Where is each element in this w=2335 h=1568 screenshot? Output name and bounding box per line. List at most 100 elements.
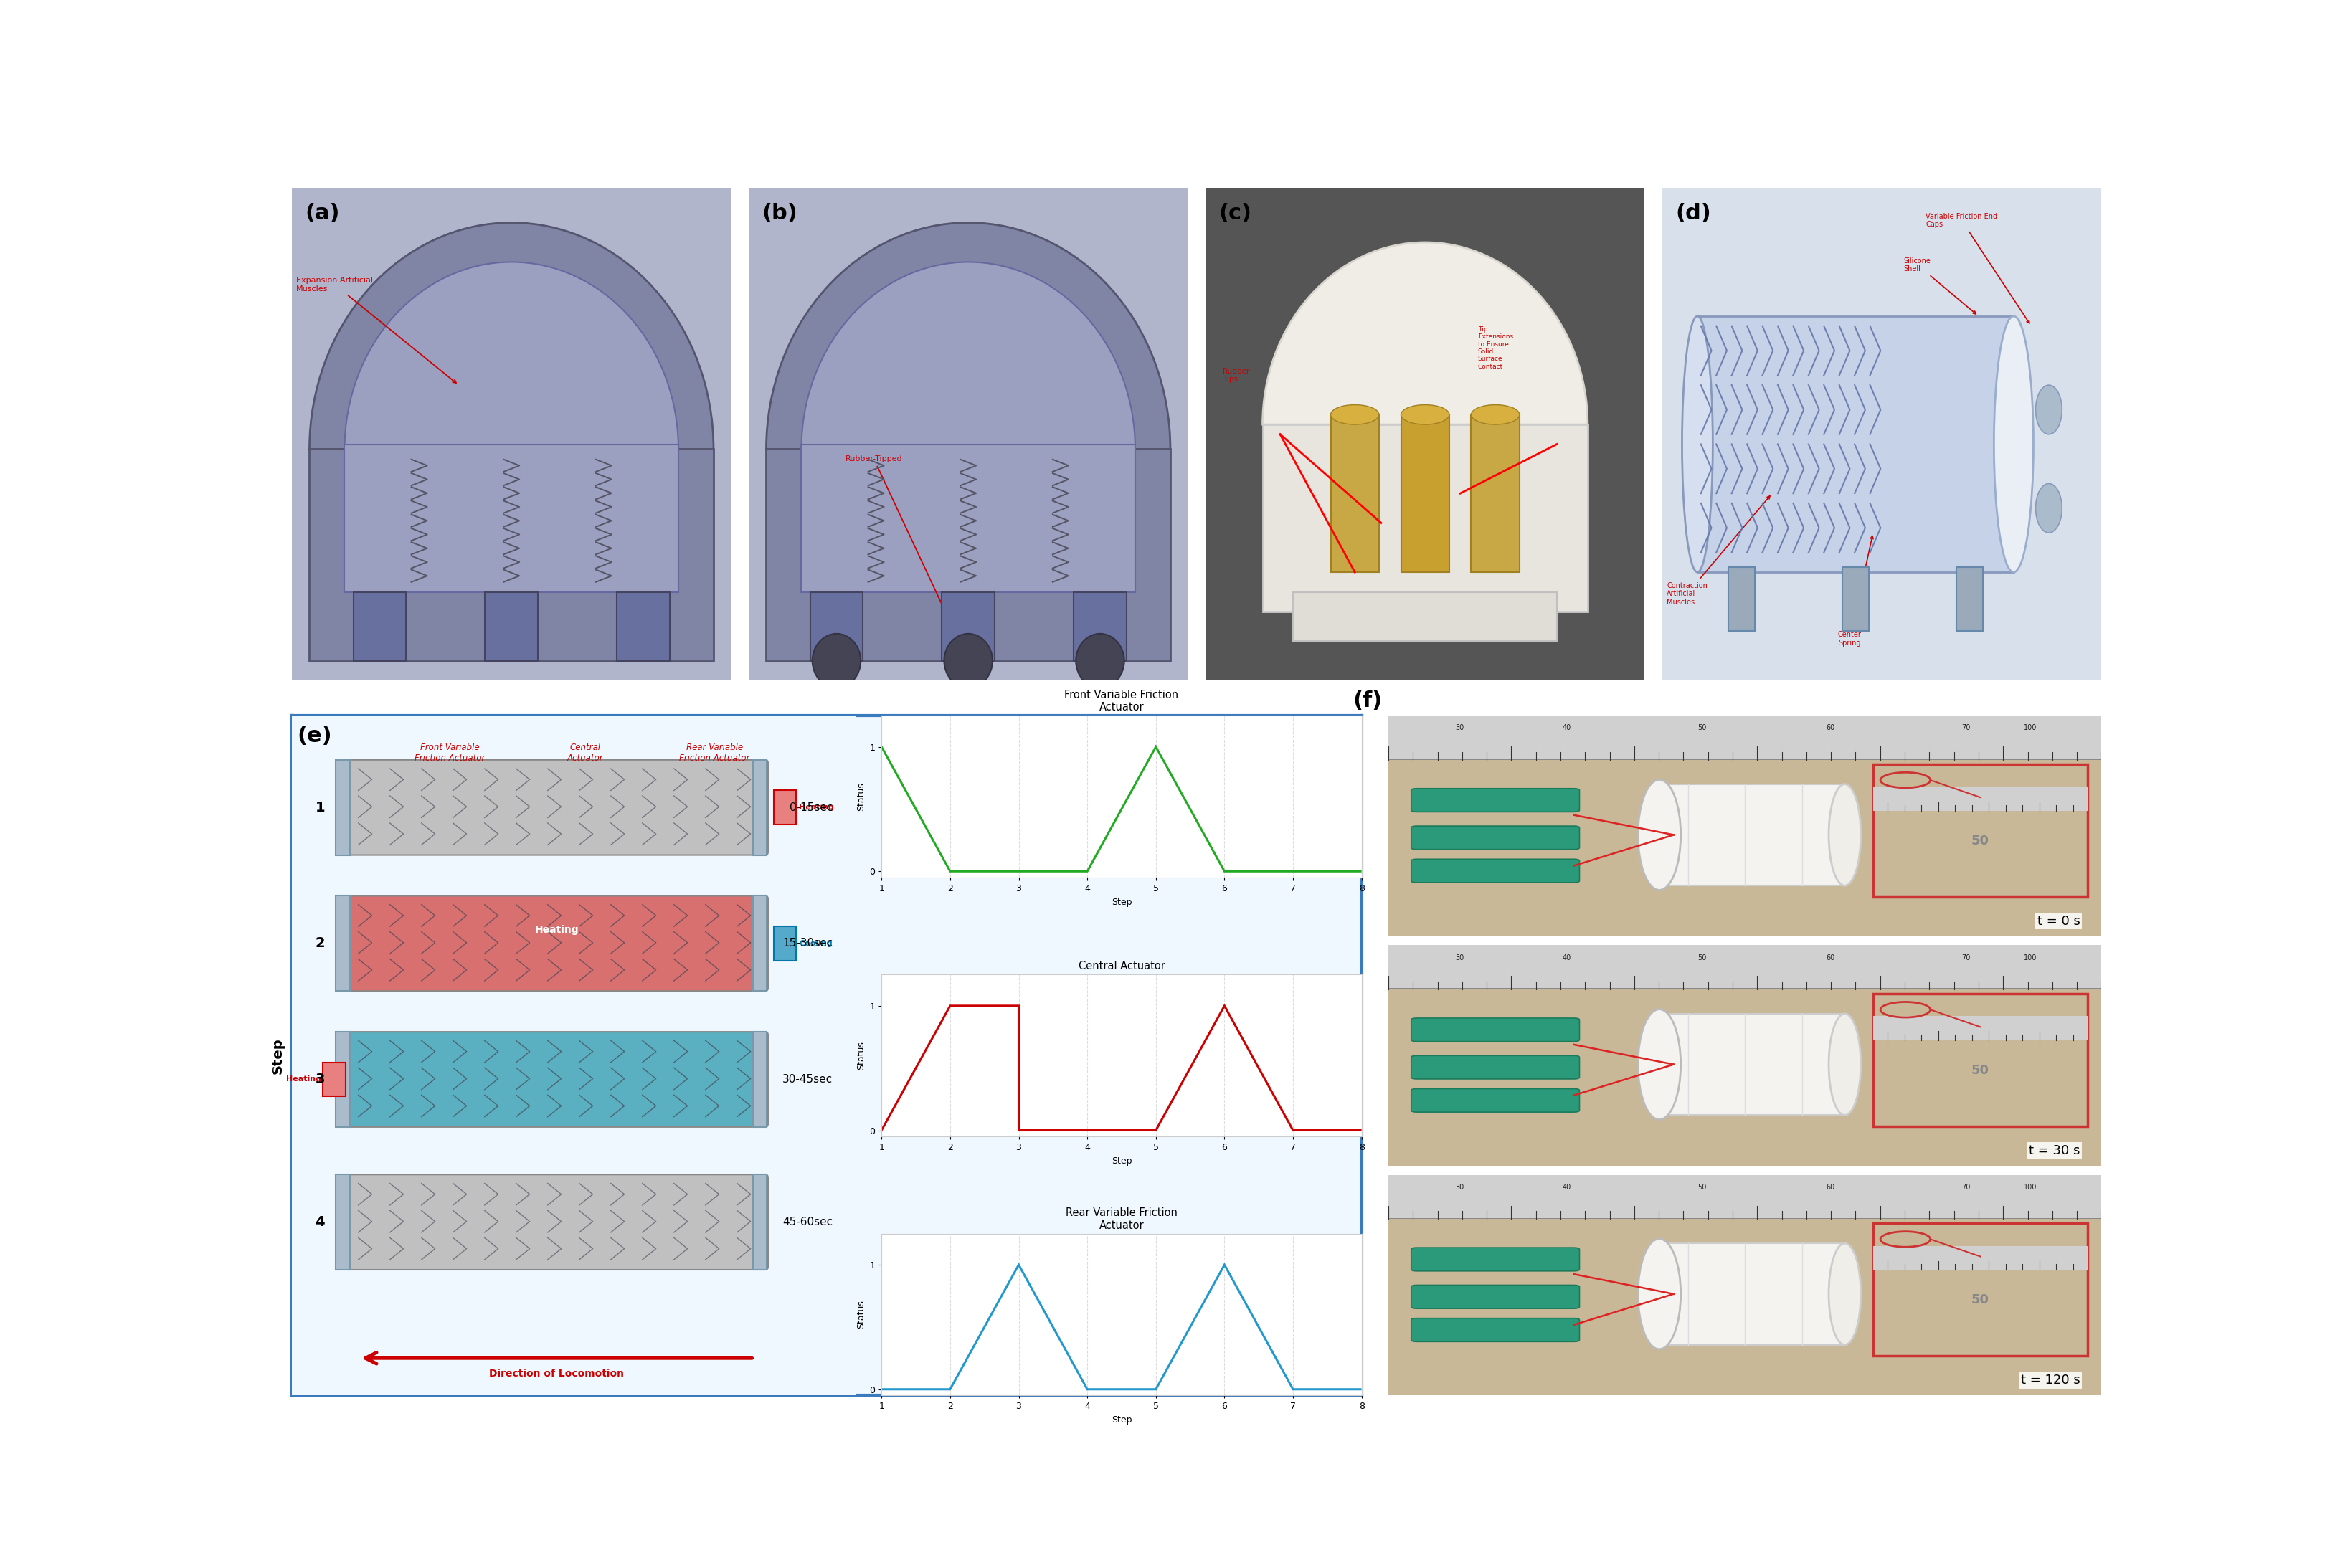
- Y-axis label: Status: Status: [857, 782, 866, 811]
- Wedge shape: [766, 223, 1170, 448]
- FancyBboxPatch shape: [1410, 1248, 1578, 1272]
- Ellipse shape: [2036, 483, 2062, 533]
- Text: Front Variable
Friction Actuator: Front Variable Friction Actuator: [413, 743, 486, 764]
- Bar: [1471, 414, 1520, 572]
- Text: Heating: Heating: [535, 925, 579, 935]
- Y-axis label: Status: Status: [857, 1041, 866, 1069]
- Text: Expansion Artificial
Muscles: Expansion Artificial Muscles: [297, 278, 455, 383]
- Text: 50: 50: [1971, 1294, 1989, 1306]
- FancyBboxPatch shape: [1410, 1018, 1578, 1041]
- Text: 70: 70: [1961, 953, 1971, 961]
- Bar: [336, 1174, 350, 1270]
- Text: 0-15sec: 0-15sec: [789, 803, 834, 812]
- Text: Rear Variable
Friction Actuator: Rear Variable Friction Actuator: [679, 743, 750, 764]
- Text: 2: 2: [315, 936, 325, 950]
- Text: (e): (e): [297, 726, 332, 746]
- Ellipse shape: [1644, 1013, 1677, 1115]
- Ellipse shape: [1994, 317, 2034, 572]
- Text: Center
Spring: Center Spring: [1838, 536, 1873, 646]
- Bar: [336, 1032, 350, 1127]
- Circle shape: [943, 633, 992, 688]
- Text: Central
Actuator: Central Actuator: [567, 743, 602, 764]
- Bar: [1957, 568, 1982, 632]
- Text: 60: 60: [1826, 1184, 1835, 1190]
- Ellipse shape: [2036, 386, 2062, 434]
- Text: 50: 50: [1971, 1065, 1989, 1077]
- Bar: [941, 591, 995, 660]
- Text: 70: 70: [1961, 724, 1971, 732]
- Text: Heating: Heating: [287, 1076, 322, 1083]
- Text: 1: 1: [315, 801, 325, 814]
- Wedge shape: [801, 262, 1135, 448]
- FancyBboxPatch shape: [346, 895, 768, 991]
- Text: 30: 30: [1455, 953, 1464, 961]
- Text: (d): (d): [1677, 202, 1712, 224]
- Text: 50: 50: [1698, 953, 1707, 961]
- X-axis label: Step: Step: [1111, 1156, 1132, 1165]
- Text: 3: 3: [315, 1073, 325, 1087]
- FancyBboxPatch shape: [346, 1174, 768, 1270]
- Ellipse shape: [1828, 1243, 1861, 1345]
- Bar: [1389, 715, 2102, 760]
- FancyBboxPatch shape: [1410, 1319, 1578, 1342]
- Bar: [1728, 568, 1754, 632]
- Bar: [1401, 414, 1450, 572]
- Text: t = 120 s: t = 120 s: [2020, 1374, 2080, 1386]
- Bar: [1873, 994, 2087, 1126]
- Ellipse shape: [1331, 405, 1380, 425]
- Text: 70: 70: [1961, 1184, 1971, 1190]
- FancyBboxPatch shape: [1410, 789, 1578, 812]
- Text: 60: 60: [1826, 724, 1835, 732]
- Title: Central Actuator: Central Actuator: [1079, 961, 1165, 972]
- Bar: [346, 444, 679, 591]
- Title: Front Variable Friction
Actuator: Front Variable Friction Actuator: [1065, 690, 1179, 713]
- Bar: [1698, 317, 2013, 572]
- Bar: [752, 1032, 766, 1127]
- Bar: [322, 1063, 346, 1096]
- Text: t = 0 s: t = 0 s: [2036, 914, 2080, 928]
- FancyBboxPatch shape: [1410, 826, 1578, 850]
- Wedge shape: [1263, 243, 1588, 425]
- FancyBboxPatch shape: [346, 760, 768, 855]
- Circle shape: [1076, 633, 1123, 688]
- Text: (f): (f): [1352, 690, 1382, 712]
- Text: 4: 4: [315, 1215, 325, 1229]
- Bar: [1660, 1243, 1845, 1345]
- Text: 45-60sec: 45-60sec: [782, 1217, 834, 1228]
- Text: Tip
Extensions
to Ensure
Solid
Surface
Contact: Tip Extensions to Ensure Solid Surface C…: [1478, 326, 1513, 370]
- Text: 15-30sec: 15-30sec: [782, 938, 834, 949]
- Bar: [1660, 784, 1845, 886]
- Bar: [1873, 764, 2087, 897]
- FancyBboxPatch shape: [346, 1032, 768, 1127]
- Ellipse shape: [1637, 1239, 1681, 1348]
- Text: 40: 40: [1562, 1184, 1571, 1190]
- Wedge shape: [311, 223, 715, 448]
- Text: (a): (a): [306, 202, 341, 224]
- Y-axis label: Status: Status: [857, 1300, 866, 1328]
- Text: 50: 50: [1698, 724, 1707, 732]
- X-axis label: Step: Step: [1111, 897, 1132, 906]
- FancyBboxPatch shape: [1410, 1286, 1578, 1309]
- Bar: [1660, 1013, 1845, 1115]
- Text: Cooling: Cooling: [799, 939, 834, 947]
- FancyBboxPatch shape: [1410, 1055, 1578, 1079]
- Bar: [1873, 1247, 2087, 1270]
- Text: 30: 30: [1455, 1184, 1464, 1190]
- Text: 30-45sec: 30-45sec: [782, 1074, 834, 1085]
- Bar: [616, 591, 670, 660]
- Bar: [1263, 425, 1588, 612]
- Text: 40: 40: [1562, 724, 1571, 732]
- Bar: [311, 448, 715, 660]
- Bar: [1873, 1016, 2087, 1040]
- Title: Rear Variable Friction
Actuator: Rear Variable Friction Actuator: [1065, 1207, 1177, 1231]
- Ellipse shape: [1828, 784, 1861, 886]
- Bar: [1389, 946, 2102, 989]
- Ellipse shape: [1644, 784, 1677, 886]
- Bar: [1294, 591, 1557, 641]
- Bar: [1331, 414, 1380, 572]
- Circle shape: [813, 633, 862, 688]
- Text: 50: 50: [1698, 1184, 1707, 1190]
- Text: Step: Step: [271, 1038, 285, 1074]
- Text: 40: 40: [1562, 953, 1571, 961]
- Ellipse shape: [1637, 779, 1681, 891]
